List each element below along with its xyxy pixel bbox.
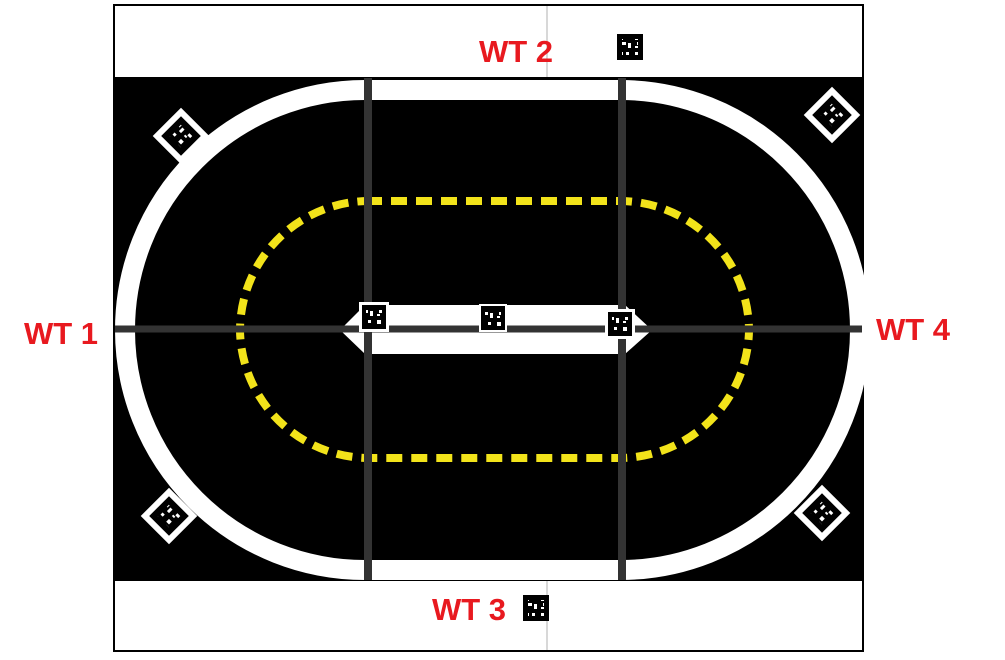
waypoint-label-wt4: WT 4 — [876, 312, 951, 347]
marker-bottom-band — [523, 595, 549, 621]
waypoint-label-wt3: WT 3 — [432, 592, 507, 627]
marker-top-band — [617, 34, 643, 60]
waypoint-label-wt2: WT 2 — [479, 34, 554, 69]
marker-center-left — [359, 302, 389, 332]
marker-corner-top-left — [152, 107, 210, 165]
marker-center-middle — [479, 304, 507, 332]
waypoint-label-wt1: WT 1 — [24, 316, 99, 351]
marker-center-right — [605, 309, 635, 339]
